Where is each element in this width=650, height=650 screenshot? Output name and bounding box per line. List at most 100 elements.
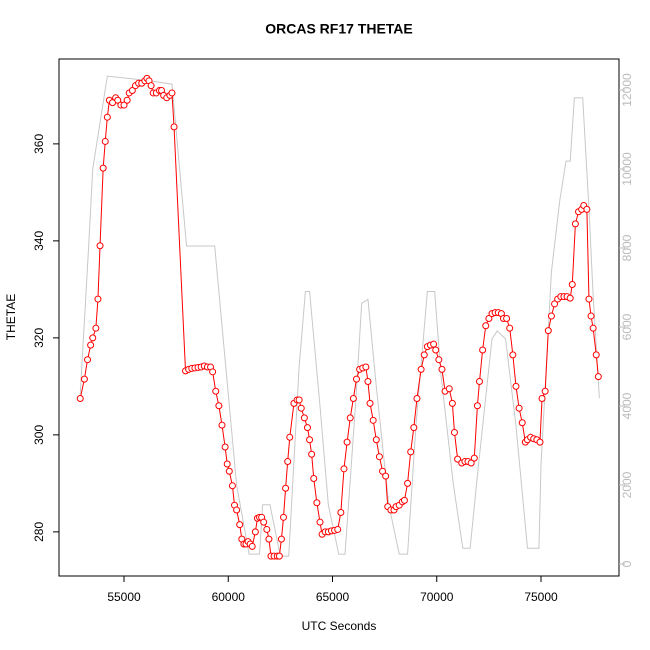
point [430,340,438,348]
x-tick-label: 70000 [420,590,454,604]
point [349,394,357,402]
point [538,394,546,402]
series-line [79,77,599,557]
point [445,385,453,393]
point [94,295,102,303]
point [343,438,351,446]
point [310,475,318,483]
chart-title: ORCAS RF17 THETAE [265,21,413,37]
point [518,419,526,427]
y2-tick-label: 6000 [620,313,634,340]
point [221,443,229,451]
point [448,399,456,407]
point [147,82,155,90]
point [233,506,241,514]
point [509,351,517,359]
point [382,472,390,480]
point [375,453,383,461]
y-tick-label: 360 [32,134,46,154]
point [479,346,487,354]
point [316,518,324,526]
y2-tick-label: 12000 [620,73,634,107]
point [306,436,314,444]
point [313,499,321,507]
point [84,356,92,364]
point [438,365,446,373]
y2-tick-label: 10000 [620,152,634,186]
x-tick-label: 65000 [316,590,350,604]
point [209,368,217,376]
point [284,458,292,466]
point [352,375,360,383]
point [340,465,348,473]
point [225,467,233,475]
point [475,378,483,386]
point [103,113,111,121]
y-tick-label: 340 [32,231,46,251]
point [482,322,490,330]
point [76,394,84,402]
point [547,312,555,320]
point [282,484,290,492]
point [346,414,354,422]
y-tick-label: 320 [32,328,46,348]
x-axis-label: UTC Seconds [302,619,377,633]
point [215,402,223,410]
point [300,414,308,422]
point [454,455,462,463]
point [369,416,377,424]
point [372,436,380,444]
point [123,96,131,104]
point [568,281,576,289]
point [571,220,579,228]
point [512,382,520,390]
point [265,535,273,543]
point [248,542,256,550]
point [170,123,178,131]
point [80,375,88,383]
y2-tick-label: 0 [620,560,634,567]
point [544,327,552,335]
point [594,373,602,381]
point [168,89,176,97]
point [280,513,288,521]
point [212,387,220,395]
point [435,356,443,364]
point [308,450,316,458]
point [89,334,97,342]
point [467,459,475,467]
point [334,525,342,533]
point [236,521,244,529]
point [223,460,231,468]
x-tick-label: 55000 [107,590,141,604]
point [470,454,478,462]
point [275,552,283,560]
x-tick-label: 60000 [212,590,246,604]
y-tick-label: 300 [32,425,46,445]
point [337,508,345,516]
plot-box [58,58,620,577]
point [473,402,481,410]
y2-tick-label: 2000 [620,471,634,498]
point [566,294,574,302]
point [128,87,136,95]
point [228,482,236,490]
point [96,242,104,250]
point [295,396,303,404]
point [218,421,226,429]
x-tick-label: 75000 [524,590,558,604]
point [541,387,549,395]
point [114,96,122,104]
point [87,341,95,349]
point [101,137,109,145]
point [379,467,387,475]
point [366,399,374,407]
point [583,205,591,213]
point [120,101,128,109]
point [450,428,458,436]
point [404,479,412,487]
point [536,438,544,446]
point [503,314,511,322]
point [551,300,559,308]
